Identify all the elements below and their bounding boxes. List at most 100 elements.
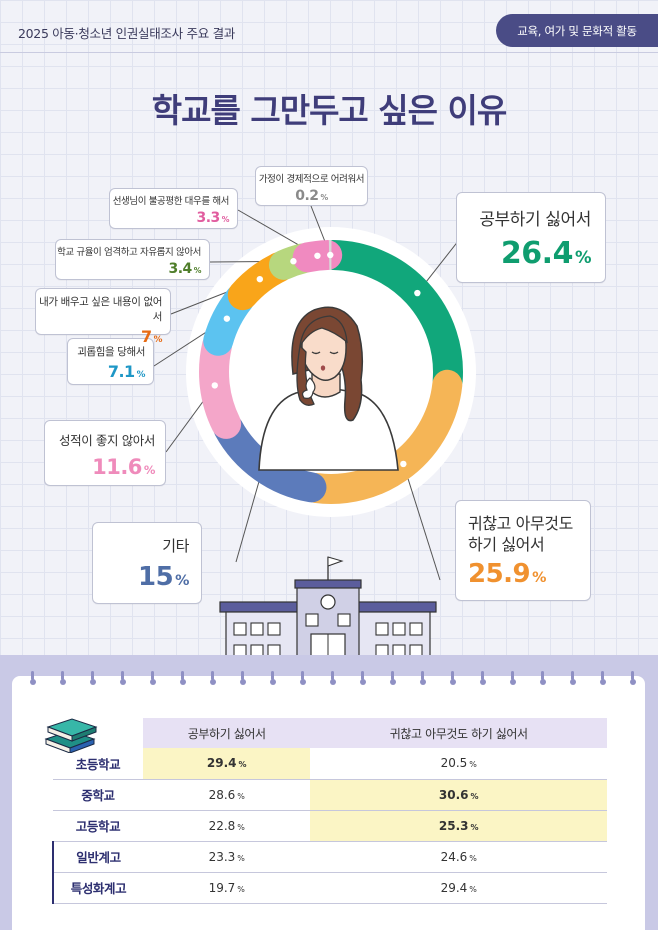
binder-ring bbox=[360, 671, 369, 685]
unit: % bbox=[175, 573, 189, 589]
table-row: 특성화계고 19.7% 29.4% bbox=[52, 872, 607, 904]
label-bullying-text: 괴롭힘을 당해서 bbox=[77, 346, 145, 358]
binder-ring bbox=[330, 671, 339, 685]
report-title: 2025 아동·청소년 인권실태조사 주요 결과 bbox=[18, 26, 235, 41]
label-bored-number: 25.9 bbox=[468, 559, 531, 589]
cell-value: 22.8 bbox=[208, 818, 236, 833]
label-unfair-teacher: 선생님이 불공평한 대우를 해서 3.3% bbox=[109, 188, 238, 229]
table-corner bbox=[53, 718, 143, 748]
label-strict-rules-value: 3.4% bbox=[56, 261, 201, 277]
table-cell: 23.3% bbox=[143, 841, 311, 873]
table-row: 고등학교 22.8% 25.3% bbox=[53, 810, 607, 842]
label-unfair-teacher-number: 3.3 bbox=[196, 210, 220, 226]
binder-ring bbox=[570, 671, 579, 685]
binder-ring bbox=[150, 671, 159, 685]
label-no-content-number: 7 bbox=[141, 327, 152, 346]
label-bullying: 괴롭힘을 당해서 7.1% bbox=[67, 338, 154, 385]
label-strict-rules-number: 3.4 bbox=[168, 261, 192, 277]
table-cell: 29.4% bbox=[310, 872, 607, 904]
row-header: 중학교 bbox=[53, 779, 143, 811]
label-bored-value: 25.9% bbox=[468, 559, 590, 589]
category-tag: 교육, 여가 및 문화적 활동 bbox=[496, 14, 658, 47]
leader-line bbox=[235, 467, 264, 563]
binder-ring bbox=[240, 671, 249, 685]
books-icon bbox=[44, 718, 98, 753]
unit: % bbox=[153, 335, 163, 345]
slice-dot bbox=[256, 275, 264, 283]
binder-ring bbox=[270, 671, 279, 685]
binder-ring bbox=[60, 671, 69, 685]
label-economic: 가정이 경제적으로 어려워서 0.2% bbox=[255, 166, 368, 206]
label-bullying-number: 7.1 bbox=[107, 362, 135, 381]
label-other-text: 기타 bbox=[162, 537, 189, 555]
leader-dots bbox=[211, 251, 421, 471]
label-no-content-value: 7% bbox=[36, 327, 162, 346]
label-no-content-text: 내가 배우고 싶은 내용이 없어서 bbox=[39, 296, 162, 323]
slice-dot bbox=[223, 315, 231, 322]
label-unfair-teacher-value: 3.3% bbox=[110, 210, 229, 226]
unit: % bbox=[143, 463, 156, 477]
table-row: 중학교 28.6% 30.6% bbox=[53, 779, 607, 811]
binder-ring bbox=[450, 671, 459, 685]
binder-ring bbox=[300, 671, 309, 685]
unit: % bbox=[574, 248, 592, 267]
table-row: 일반계고 23.3% 24.6% bbox=[52, 841, 607, 873]
table-cell: 20.5% bbox=[310, 748, 607, 780]
table-cell: 22.8% bbox=[143, 810, 311, 842]
leader-line bbox=[402, 463, 441, 581]
label-study-text: 공부하기 싫어서 bbox=[479, 210, 591, 230]
unit: % bbox=[320, 193, 329, 202]
binder-ring bbox=[210, 671, 219, 685]
binder-ring bbox=[630, 671, 639, 685]
binder-ring bbox=[120, 671, 129, 685]
unit: % bbox=[136, 370, 146, 380]
label-no-content: 내가 배우고 싶은 내용이 없어서 7% bbox=[35, 288, 171, 346]
cell-value: 28.6 bbox=[208, 787, 236, 802]
slice-dot bbox=[290, 258, 297, 265]
cell-value: 25.3 bbox=[438, 818, 469, 833]
binder-ring bbox=[480, 671, 489, 685]
cell-unit: % bbox=[469, 760, 477, 770]
unit: % bbox=[193, 266, 202, 275]
table-header-row: 공부하기 싫어서 귀찮고 아무것도 하기 싫어서 bbox=[53, 718, 607, 748]
table-cell: 25.3% bbox=[310, 810, 607, 842]
slice-dot bbox=[414, 289, 421, 297]
label-grades-number: 11.6 bbox=[92, 455, 142, 479]
label-grades-text: 성적이 좋지 않아서 bbox=[59, 433, 155, 448]
binder-ring bbox=[390, 671, 399, 685]
header-divider bbox=[0, 52, 658, 53]
table-row: 초등학교 29.4% 20.5% bbox=[53, 748, 607, 780]
unit: % bbox=[221, 215, 230, 224]
cell-unit: % bbox=[470, 822, 479, 832]
label-bored-text: 귀찮고 아무것도 하기 싫어서 bbox=[468, 514, 573, 554]
label-other-number: 15 bbox=[137, 562, 174, 592]
binder-ring bbox=[90, 671, 99, 685]
cell-unit: % bbox=[237, 791, 245, 801]
cell-unit: % bbox=[469, 853, 477, 863]
binder-ring bbox=[420, 671, 429, 685]
table-cell: 28.6% bbox=[143, 779, 311, 811]
cell-unit: % bbox=[237, 853, 245, 863]
table-cell: 24.6% bbox=[310, 841, 607, 873]
row-header: 초등학교 bbox=[53, 748, 143, 780]
cell-value: 24.6 bbox=[440, 849, 468, 864]
cell-value: 29.4 bbox=[440, 880, 468, 895]
cell-unit: % bbox=[469, 884, 477, 894]
row-header: 고등학교 bbox=[53, 810, 143, 842]
page-title: 학교를 그만두고 싶은 이유 bbox=[151, 91, 507, 130]
cell-value: 30.6 bbox=[438, 787, 469, 802]
slice-dot bbox=[314, 252, 321, 259]
unit: % bbox=[532, 570, 546, 586]
label-study-number: 26.4 bbox=[500, 236, 574, 271]
column-header-study: 공부하기 싫어서 bbox=[143, 718, 311, 748]
label-bored: 귀찮고 아무것도 하기 싫어서 25.9% bbox=[455, 500, 591, 601]
binder-ring bbox=[540, 671, 549, 685]
label-bullying-value: 7.1% bbox=[68, 362, 146, 381]
label-other-value: 15% bbox=[93, 562, 190, 592]
cell-value: 19.7 bbox=[208, 880, 236, 895]
label-economic-value: 0.2% bbox=[256, 188, 367, 204]
stats-table: 공부하기 싫어서 귀찮고 아무것도 하기 싫어서 초등학교 29.4% 20.5% 중… bbox=[52, 718, 607, 904]
donut-chart bbox=[153, 205, 471, 660]
cell-value: 23.3 bbox=[208, 849, 236, 864]
binder-ring bbox=[510, 671, 519, 685]
